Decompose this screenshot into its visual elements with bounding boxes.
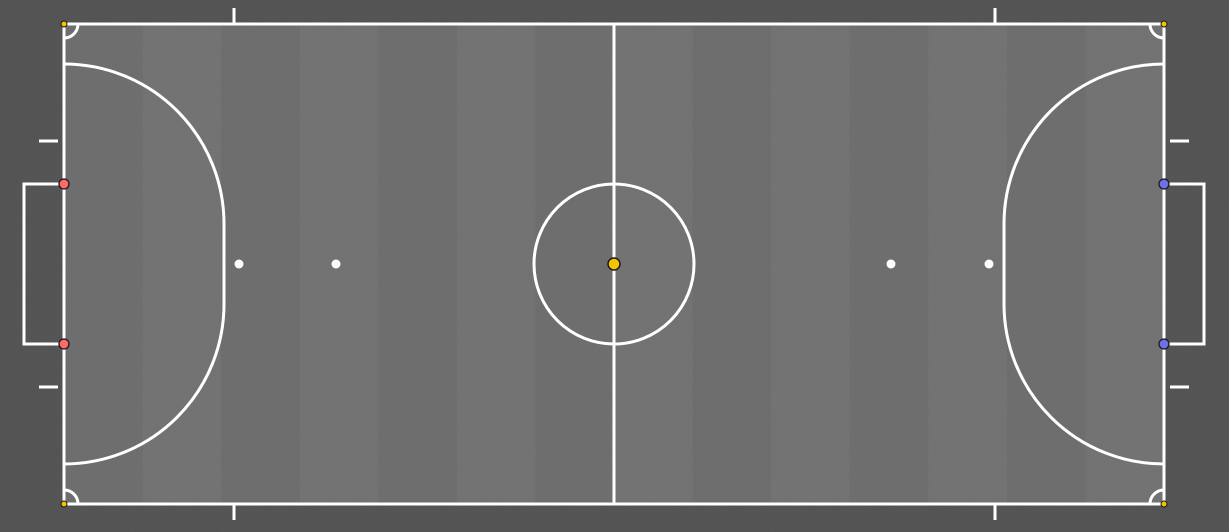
away-goal-post-top[interactable]: [1158, 178, 1170, 190]
corner-bottom-left[interactable]: [60, 500, 68, 508]
second-penalty-mark-left: [331, 259, 341, 269]
corner-arc-top-right: [1148, 23, 1165, 40]
centre-circle: [532, 182, 696, 346]
home-goal-post-top[interactable]: [58, 178, 70, 190]
corner-arc-top-left: [63, 23, 80, 40]
away-goal-post-bottom[interactable]: [1158, 338, 1170, 350]
corner-arc-bottom-left: [63, 488, 80, 505]
left-goal: [22, 182, 64, 346]
right-goal: [1164, 182, 1206, 346]
pitch-spots: [234, 259, 994, 269]
ball[interactable]: [607, 257, 621, 271]
right-penalty-area: [1002, 62, 1165, 466]
home-goal-post-bottom[interactable]: [58, 338, 70, 350]
penalty-mark-right: [984, 259, 994, 269]
corner-arc-bottom-right: [1148, 488, 1165, 505]
corner-bottom-right[interactable]: [1160, 500, 1168, 508]
second-penalty-mark-right: [886, 259, 896, 269]
corner-top-left[interactable]: [60, 20, 68, 28]
penalty-mark-left: [234, 259, 244, 269]
left-penalty-area: [63, 62, 226, 466]
markers: [58, 20, 1170, 508]
corner-top-right[interactable]: [1160, 20, 1168, 28]
